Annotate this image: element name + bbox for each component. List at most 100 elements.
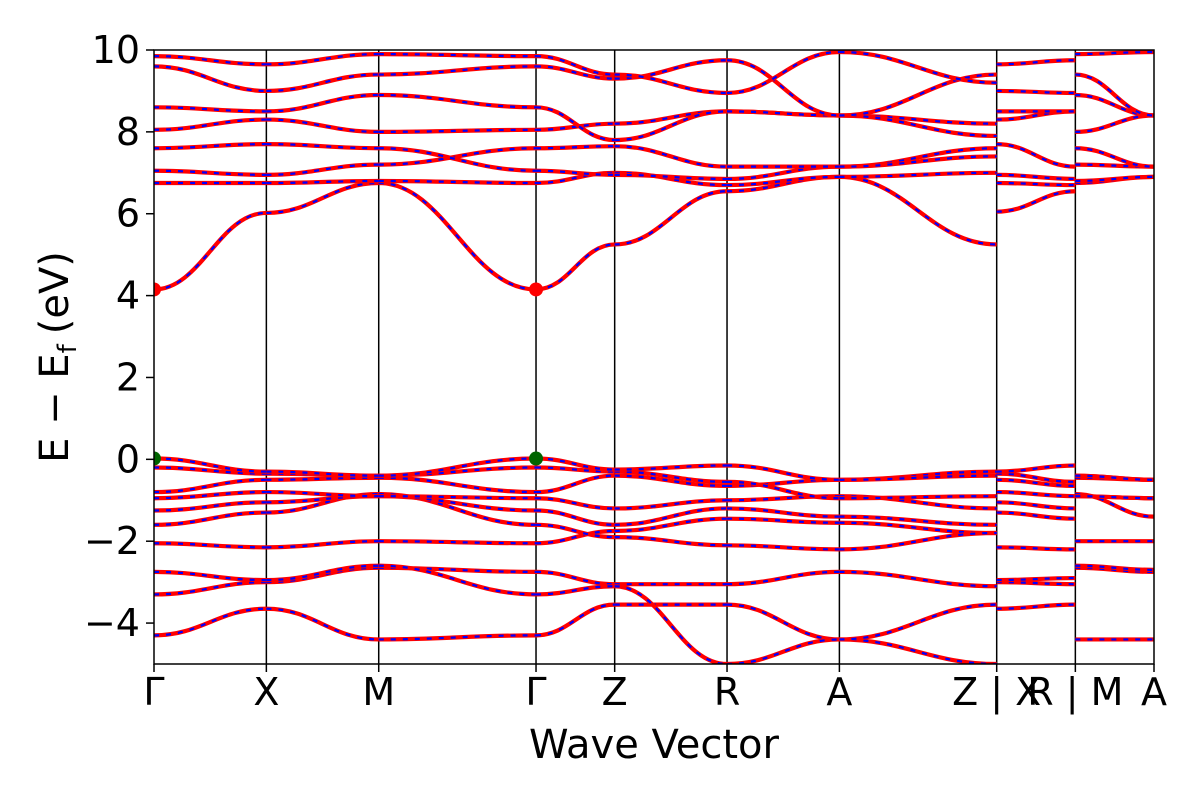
- x-axis-label: Wave Vector: [529, 722, 780, 768]
- band-line-dashed: [614, 464, 728, 471]
- band-line-dashed: [614, 190, 728, 246]
- band-line-dashed: [996, 581, 1076, 586]
- band-line-dashed: [154, 542, 267, 549]
- band-line-dashed: [154, 143, 267, 150]
- band-line: [535, 242, 615, 292]
- band-line-dashed: [266, 490, 379, 498]
- band-line-dashed: [154, 511, 267, 526]
- band-line-dashed: [154, 118, 267, 131]
- y-tick-label: −2: [84, 519, 140, 563]
- band-line-dashed: [996, 603, 1076, 610]
- x-tick-label: R: [714, 670, 740, 714]
- band-line-dashed: [154, 65, 267, 93]
- x-tick-label: Z | X: [952, 670, 1041, 715]
- band-line-dashed: [727, 464, 840, 481]
- band-line-dashed: [996, 511, 1076, 520]
- band-line-dashed: [536, 466, 615, 473]
- band-line-dashed: [727, 50, 840, 95]
- band-line-dashed: [839, 114, 997, 125]
- band-line-dashed: [1075, 114, 1154, 133]
- y-tick-label: 0: [116, 437, 140, 481]
- band-line-dashed: [266, 118, 379, 133]
- band-line-dashed: [727, 517, 840, 524]
- band-line-dashed: [727, 480, 840, 500]
- band-line-dashed: [1075, 564, 1154, 571]
- band-line-dashed: [536, 145, 615, 150]
- y-axis-ticks: −4 −2 0 2 4 6 8 10: [84, 28, 154, 645]
- kpath-divider-lines: [265, 50, 1077, 664]
- band-line-dashed: [266, 93, 379, 113]
- y-axis-label-group: E − Ef (eV): [32, 251, 83, 463]
- band-line-dashed: [536, 169, 615, 176]
- band-line-dashed: [154, 457, 267, 473]
- band-line-dashed: [266, 540, 379, 549]
- band-line-dashed: [1075, 163, 1154, 168]
- band-line-dashed: [266, 179, 379, 185]
- band-line: [839, 602, 997, 642]
- band-line-dashed: [536, 474, 615, 494]
- x-tick-label: Γ: [525, 670, 546, 714]
- vbm-marker: [529, 451, 544, 466]
- x-tick-label: A: [1141, 670, 1167, 714]
- band-line-dashed: [614, 474, 728, 488]
- band-line-dashed: [536, 106, 615, 142]
- band-line-dashed: [839, 171, 997, 178]
- svg-text:E − Ef(eV): E − Ef (eV): [32, 251, 83, 463]
- band-line-dashed: [536, 497, 615, 510]
- band-line: [378, 146, 537, 167]
- band-line-dashed: [996, 464, 1076, 473]
- band-line-dashed: [1075, 147, 1154, 168]
- y-tick-label: −4: [84, 601, 140, 645]
- band-line-dashed: [1075, 175, 1154, 183]
- band-line-dashed: [996, 472, 1076, 483]
- band-line-dashed: [727, 638, 840, 664]
- band-line-dashed: [154, 581, 267, 596]
- band-line-dashed: [996, 501, 1076, 510]
- band-line-dashed: [154, 570, 267, 582]
- band-line-dashed: [536, 585, 615, 596]
- band-line-dashed: [266, 52, 379, 66]
- band-line-dashed: [839, 474, 997, 481]
- vbm-marker: [154, 451, 161, 466]
- band-line-dashed: [536, 529, 615, 545]
- band-line-dashed: [154, 169, 267, 176]
- band-line-dashed: [1075, 495, 1154, 500]
- band-line: [839, 50, 997, 85]
- band-line-dashed: [727, 59, 840, 117]
- band-line-dashed: [378, 566, 537, 573]
- band-line-dashed: [266, 564, 379, 582]
- band-line-dashed: [378, 466, 537, 477]
- band-line-dashed: [536, 55, 615, 76]
- band-line-dashed: [378, 65, 537, 76]
- band-line-dashed: [378, 128, 537, 133]
- band-line-dashed: [996, 576, 1076, 582]
- band-line-dashed: [536, 509, 615, 526]
- band-line-dashed: [727, 175, 840, 187]
- band-line-dashed: [839, 515, 997, 526]
- x-tick-label: A: [826, 670, 852, 714]
- band-line-dashed: [536, 65, 615, 80]
- x-tick-label: Z: [602, 670, 628, 714]
- band-line-dashed: [536, 457, 615, 471]
- band-line-dashed: [614, 585, 728, 664]
- band-line-dashed: [1075, 474, 1154, 481]
- band-line-dashed: [727, 507, 840, 518]
- y-axis-label: E − E: [32, 353, 78, 463]
- band-line-dashed: [614, 470, 728, 483]
- band-line-dashed: [996, 110, 1076, 121]
- band-line-dashed: [154, 55, 267, 66]
- band-line-dashed: [996, 89, 1076, 95]
- plot-frame: [153, 49, 1155, 665]
- band-line-dashed: [154, 466, 267, 475]
- band-line-dashed: [378, 540, 537, 545]
- band-line-dashed: [1075, 50, 1154, 56]
- band-line-dashed: [996, 546, 1076, 551]
- band-line-dashed: [996, 143, 1076, 168]
- band-line-dashed: [727, 603, 840, 641]
- band-line-dashed: [154, 106, 267, 113]
- x-tick-label: M: [362, 670, 395, 714]
- band-line-dashed: [839, 175, 997, 246]
- band-line-dashed: [154, 478, 267, 494]
- band-line-dashed: [614, 145, 728, 168]
- band-line: [1075, 72, 1154, 118]
